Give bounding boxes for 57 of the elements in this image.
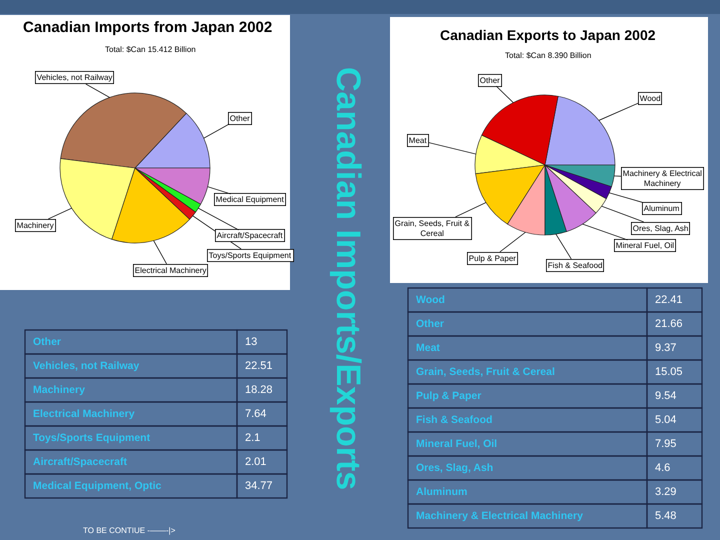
chart-subtitle: Total: $Can 15.412 Billion bbox=[105, 45, 196, 54]
slice-label: Machinery & Electrical Machinery bbox=[622, 168, 702, 188]
data-label: 22.41 bbox=[655, 294, 683, 306]
category-label: Machinery & Electrical Machinery bbox=[416, 510, 584, 522]
text: Canadian Imports/Exports bbox=[329, 67, 367, 490]
category-label: Pulp & Paper bbox=[416, 390, 482, 402]
category-label: Medical Equipment, Optic bbox=[33, 480, 162, 492]
category-label: Fish & Seafood bbox=[416, 414, 492, 426]
slice-label: Mineral Fuel, Oil bbox=[616, 240, 674, 250]
category-label: Machinery bbox=[33, 384, 86, 396]
data-label: 22.51 bbox=[245, 360, 273, 372]
data-label: 13 bbox=[245, 336, 258, 348]
slice-label: Fish & Seafood bbox=[548, 260, 603, 270]
slice-label: Machinery bbox=[16, 220, 54, 230]
category-label: Ores, Slag, Ash bbox=[416, 462, 494, 474]
category-label: Other bbox=[416, 318, 444, 330]
slice-label: Grain, Seeds, Fruit & Cereal bbox=[394, 218, 470, 238]
slice-label: Aircraft/Spacecraft bbox=[216, 230, 284, 240]
slice-label: Aluminum bbox=[644, 204, 680, 213]
text: TO BE CONTIUE -——-|> bbox=[83, 526, 176, 535]
data-label: 21.66 bbox=[655, 318, 683, 330]
slice-label: Wood bbox=[640, 94, 661, 103]
chart-subtitle: Total: $Can 8.390 Billion bbox=[505, 51, 592, 60]
category-label: Electrical Machinery bbox=[33, 408, 135, 420]
data-label: 9.54 bbox=[655, 390, 676, 402]
category-label: Mineral Fuel, Oil bbox=[416, 438, 498, 450]
chart-title: Canadian Exports to Japan 2002 bbox=[440, 27, 656, 43]
data-label: 3.29 bbox=[655, 486, 676, 498]
slice-label: Pulp & Paper bbox=[468, 254, 516, 263]
data-label: 2.1 bbox=[245, 432, 260, 444]
category-label: Aluminum bbox=[416, 486, 468, 498]
data-label: 18.28 bbox=[245, 384, 273, 396]
category-label: Other bbox=[33, 336, 62, 348]
slice-label: Ores, Slag, Ash bbox=[632, 224, 688, 233]
slice-label: Medical Equipment bbox=[216, 194, 285, 204]
data-label: 5.04 bbox=[655, 414, 676, 426]
slice-label: Other bbox=[480, 76, 500, 85]
category-label: Toys/Sports Equipment bbox=[33, 432, 151, 444]
category-label: Wood bbox=[416, 294, 445, 306]
data-label: 15.05 bbox=[655, 366, 683, 378]
slice-label: Toys/Sports Equipment bbox=[208, 250, 292, 260]
data-label: 34.77 bbox=[245, 480, 273, 492]
data-label: 2.01 bbox=[245, 456, 266, 468]
data-label: 9.37 bbox=[655, 342, 676, 354]
category-label: Vehicles, not Railway bbox=[33, 360, 140, 372]
category-label: Meat bbox=[416, 342, 440, 354]
slice-label: Electrical Machinery bbox=[134, 266, 206, 275]
slice-label: Vehicles, not Railway bbox=[36, 72, 112, 82]
slice-label: Meat bbox=[408, 136, 428, 145]
category-label: Aircraft/Spacecraft bbox=[33, 456, 128, 468]
data-label: 4.6 bbox=[655, 462, 670, 474]
data-label: 5.48 bbox=[655, 510, 676, 522]
data-label: 7.64 bbox=[245, 408, 266, 420]
data-label: 7.95 bbox=[655, 438, 676, 450]
chart-title: Canadian Imports from Japan 2002 bbox=[23, 19, 272, 36]
slice-label: Other bbox=[230, 114, 250, 123]
category-label: Grain, Seeds, Fruit & Cereal bbox=[416, 366, 555, 378]
